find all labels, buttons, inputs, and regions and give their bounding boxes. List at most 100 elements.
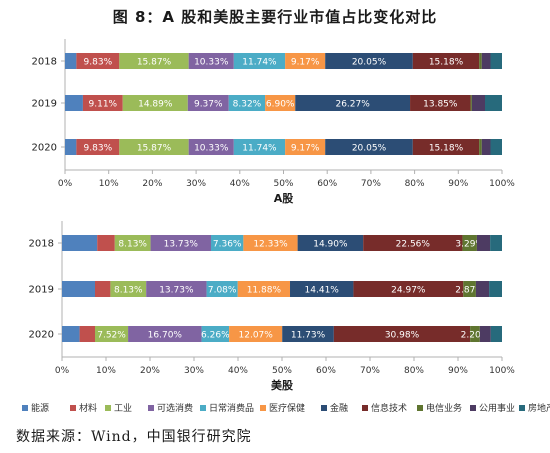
bar-segment [95,281,111,297]
bar-segment [146,281,207,297]
x-tick-label: 90% [448,179,468,189]
bar-segment [76,139,120,155]
data-label: 9.17% [291,58,320,68]
bar-segment [285,53,326,69]
bar-segment [290,281,354,297]
x-tick-label: 100% [489,179,515,189]
bar-segment [122,95,188,111]
bar-segment [479,326,491,342]
data-label: 11.74% [242,58,277,68]
data-label: 9.37% [194,100,223,110]
bar-segment [412,139,480,155]
data-label: 13.73% [164,240,199,250]
legend-label: 电信业务 [426,402,462,414]
x-tick-label: 20% [142,179,162,189]
bar-segment [490,326,502,342]
bar-segment [237,281,291,297]
legend-label: 信息技术 [371,402,407,414]
bar-segment [462,235,477,251]
data-label: 3.29% [455,240,484,250]
category-label: 2019 [29,285,54,296]
data-label: 2.20% [461,331,490,341]
bar-segment [188,53,234,69]
legend-label: 日常消费品 [209,402,254,414]
x-tick-label: 20% [140,366,160,376]
x-tick-label: 60% [316,366,336,376]
data-label: 14.90% [313,240,348,250]
data-label: 9.17% [291,144,320,154]
legend-swatch [200,405,206,411]
bar-segment [150,235,211,251]
bar-segment [285,139,326,155]
legend-label: 能源 [31,402,49,414]
x-tick-label: 30% [184,366,204,376]
x-tick-label: 90% [448,366,468,376]
bar-segment [97,235,115,251]
data-label: 7.52% [97,331,126,341]
bar-segment [114,235,151,251]
x-tick-label: 70% [360,366,380,376]
data-label: 12.07% [239,331,274,341]
bar-segment [325,139,413,155]
data-label: 9.83% [84,144,113,154]
x-axis-title: 美股 [271,378,294,392]
x-tick-label: 100% [489,366,515,376]
category-label: 2019 [32,99,57,110]
data-label: 16.70% [148,331,183,341]
data-label: 2.87% [455,286,484,296]
data-label: 10.33% [194,58,229,68]
bar-segment [62,326,80,342]
data-label: 6.90% [266,100,295,110]
data-label: 7.36% [213,240,242,250]
bar-segment [206,281,238,297]
x-tick-label: 70% [361,179,381,189]
legend-swatch [519,405,525,411]
legend-swatch [105,405,111,411]
data-label: 15.87% [137,144,172,154]
legend-label: 房地产 [528,402,550,414]
legend: 能源 材料 工业 可选消费 日常消费品 医疗保健 金融 信息技术 电信业务 公用事业 房地产 [22,402,550,414]
legend-swatch [22,405,28,411]
bar-segment [325,53,413,69]
legend-swatch [260,405,266,411]
bar-segment [490,139,502,155]
bar-segment [353,281,464,297]
bar-segment [412,53,480,69]
bar-segment [481,53,491,69]
bar-segment [95,326,129,342]
bar-segment [65,95,83,111]
bar-segment [119,139,189,155]
data-label: 15.18% [429,144,464,154]
a-share-panel: 0% 10% 20% 30% 40% 50% 60% 70% 80% 90% 100% A股 2018 9… [32,39,515,205]
bar-segment [333,326,471,342]
legend-label: 公用事业 [479,402,515,414]
data-label: 30.98% [385,331,420,341]
bar-segment [481,139,491,155]
data-label: 9.11% [89,100,118,110]
legend-swatch [417,405,423,411]
data-label: 6.26% [201,331,230,341]
bar-segment [479,139,482,155]
bar-segment [470,95,472,111]
x-axis-title: A股 [274,192,295,205]
x-tick-label: 0% [55,366,70,376]
bar-segment [119,53,189,69]
x-tick-label: 30% [186,179,206,189]
us-stock-panel: 0% 10% 20% 30% 40% 50% 60% 70% 80% 90% 100% 美股 2018 8… [29,221,515,392]
bar-segment [128,326,202,342]
data-label: 14.89% [138,100,173,110]
data-label: 8.13% [114,286,143,296]
data-label: 8.32% [233,100,262,110]
bar-segment [470,326,480,342]
bar-segment [188,139,234,155]
data-label: 11.74% [242,144,277,154]
data-label: 11.88% [247,286,282,296]
bar-segment [187,95,229,111]
bar-segment [210,235,244,251]
x-tick-label: 10% [96,366,116,376]
bar-segment [62,281,95,297]
bar-segment [76,53,120,69]
data-label: 11.73% [291,331,326,341]
x-tick-label: 80% [405,179,425,189]
data-label: 20.05% [352,58,387,68]
